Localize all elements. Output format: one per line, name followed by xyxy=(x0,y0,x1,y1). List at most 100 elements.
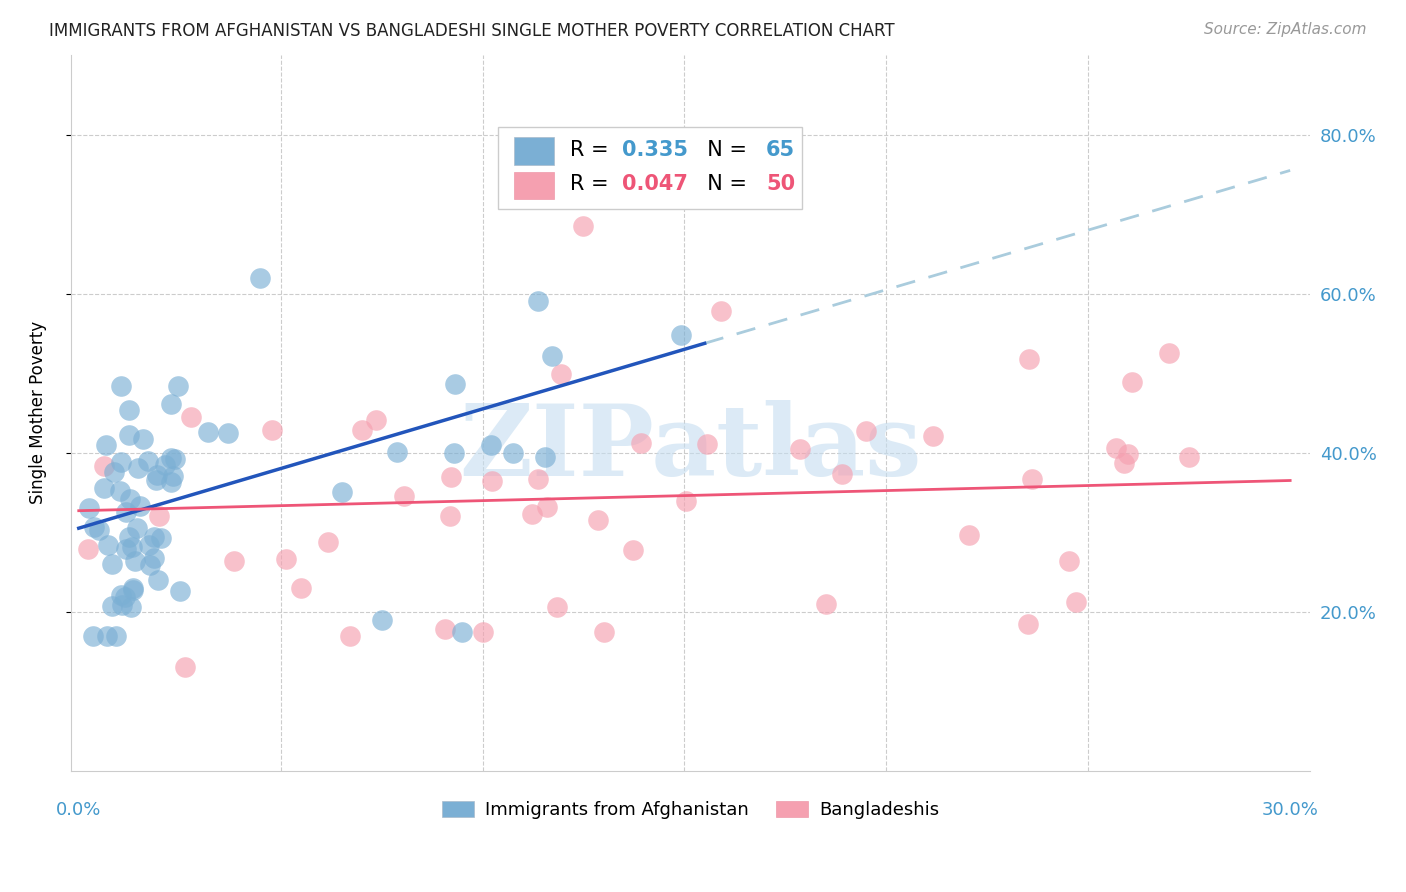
Point xyxy=(93,458,115,473)
Point xyxy=(120,599,142,614)
Point xyxy=(1178,450,1201,464)
Point xyxy=(957,528,980,542)
Point xyxy=(675,493,697,508)
Legend: Immigrants from Afghanistan, Bangladeshis: Immigrants from Afghanistan, Bangladeshi… xyxy=(434,793,946,826)
Point xyxy=(387,445,409,459)
Point xyxy=(160,475,183,490)
FancyBboxPatch shape xyxy=(498,127,801,209)
Point xyxy=(276,551,298,566)
Text: Source: ZipAtlas.com: Source: ZipAtlas.com xyxy=(1204,22,1367,37)
Point xyxy=(197,425,219,439)
Point xyxy=(129,499,152,513)
Point xyxy=(520,507,543,521)
Point xyxy=(122,583,145,598)
Point xyxy=(471,624,494,639)
Point xyxy=(588,513,610,527)
Point xyxy=(249,270,271,285)
Point xyxy=(536,500,558,515)
Point xyxy=(121,540,143,554)
Point xyxy=(290,581,312,595)
Point xyxy=(433,622,456,636)
Point xyxy=(527,293,550,308)
Point xyxy=(110,379,132,393)
Point xyxy=(111,598,134,612)
Text: ZIPatlas: ZIPatlas xyxy=(460,401,922,497)
Point xyxy=(710,303,733,318)
Point xyxy=(630,436,652,450)
Text: 50: 50 xyxy=(766,174,796,194)
Point xyxy=(148,573,170,587)
Text: 30.0%: 30.0% xyxy=(1261,801,1319,819)
Point xyxy=(1121,375,1143,389)
Point xyxy=(789,442,811,456)
Point xyxy=(541,349,564,363)
Point xyxy=(316,534,339,549)
Point xyxy=(1116,447,1139,461)
Point xyxy=(153,458,176,472)
Point xyxy=(695,437,717,451)
Bar xyxy=(515,172,554,199)
Point xyxy=(1018,352,1040,367)
Point xyxy=(127,461,149,475)
Point xyxy=(502,445,524,459)
Point xyxy=(76,542,98,557)
Point xyxy=(145,467,167,482)
Text: 0.0%: 0.0% xyxy=(56,801,101,819)
Point xyxy=(166,379,188,393)
Point xyxy=(115,542,138,557)
Point xyxy=(104,628,127,642)
Point xyxy=(444,377,467,392)
Point xyxy=(103,465,125,479)
Point xyxy=(392,489,415,503)
Point xyxy=(118,530,141,544)
Text: 65: 65 xyxy=(766,139,796,160)
Point xyxy=(481,475,503,489)
Text: N =: N = xyxy=(695,139,754,160)
Point xyxy=(671,328,693,343)
Point xyxy=(364,413,387,427)
Point xyxy=(89,523,111,537)
Point xyxy=(115,505,138,519)
Point xyxy=(350,423,373,437)
Point xyxy=(100,599,122,613)
Text: 0.047: 0.047 xyxy=(623,174,688,194)
Text: IMMIGRANTS FROM AFGHANISTAN VS BANGLADESHI SINGLE MOTHER POVERTY CORRELATION CHA: IMMIGRANTS FROM AFGHANISTAN VS BANGLADES… xyxy=(49,22,894,40)
Point xyxy=(118,428,141,442)
Point xyxy=(160,397,183,411)
Point xyxy=(124,554,146,568)
Point xyxy=(224,554,246,568)
Point xyxy=(97,538,120,552)
Point xyxy=(122,582,145,596)
Point xyxy=(922,429,945,443)
Point xyxy=(148,509,170,524)
Point xyxy=(339,629,361,643)
Point xyxy=(217,425,239,440)
Point xyxy=(814,597,837,611)
Point xyxy=(94,438,117,452)
Point xyxy=(534,450,557,464)
Point xyxy=(165,451,187,466)
Point xyxy=(139,558,162,573)
Point xyxy=(831,467,853,482)
Point xyxy=(370,613,392,627)
Y-axis label: Single Mother Poverty: Single Mother Poverty xyxy=(30,321,46,505)
Point xyxy=(110,455,132,469)
Point xyxy=(96,628,118,642)
Point xyxy=(114,590,136,604)
Point xyxy=(162,469,184,483)
Text: R =: R = xyxy=(571,139,616,160)
Point xyxy=(443,446,465,460)
Point xyxy=(77,500,100,515)
Point xyxy=(1112,456,1135,470)
Point xyxy=(1104,441,1126,455)
Point xyxy=(160,451,183,466)
Point xyxy=(1017,616,1039,631)
Text: 0.335: 0.335 xyxy=(623,139,689,160)
Point xyxy=(150,532,173,546)
Point xyxy=(118,402,141,417)
Text: R =: R = xyxy=(571,174,616,194)
Point xyxy=(173,660,195,674)
Point xyxy=(439,469,461,483)
Point xyxy=(145,473,167,487)
Point xyxy=(83,520,105,534)
